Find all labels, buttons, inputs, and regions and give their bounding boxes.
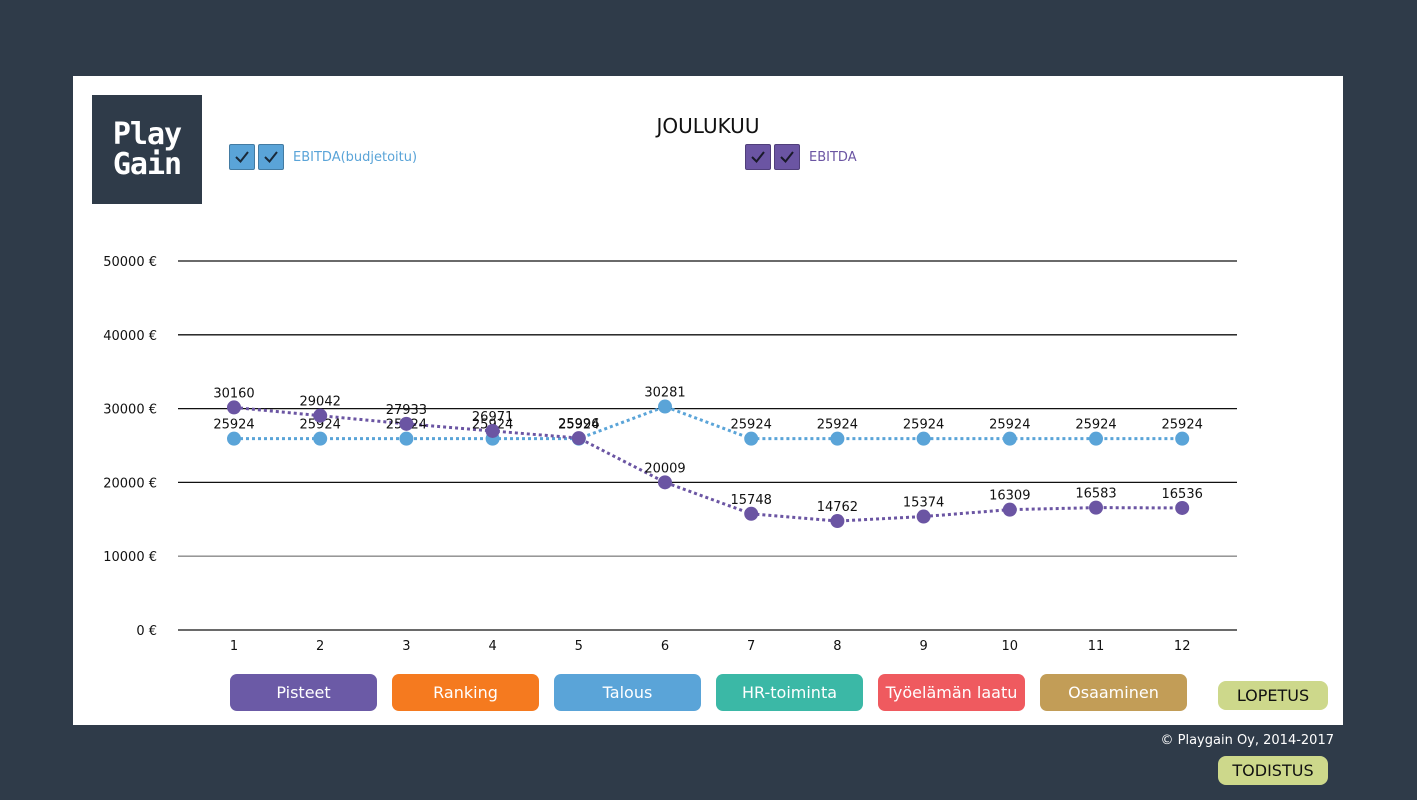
x-tick-label: 6 — [661, 639, 669, 654]
data-label: 15748 — [731, 493, 772, 508]
data-label: 25924 — [1075, 418, 1116, 433]
data-point — [658, 399, 672, 414]
data-label: 16583 — [1075, 487, 1116, 502]
data-label: 16536 — [1162, 487, 1203, 502]
legend-label-ebitda: EBITDA — [809, 149, 857, 165]
data-label: 30281 — [644, 386, 685, 401]
data-label: 25924 — [558, 418, 599, 433]
data-label: 15374 — [903, 496, 944, 511]
playgain-logo: Play Gain — [92, 95, 202, 204]
data-label: 25924 — [989, 418, 1030, 433]
data-point — [571, 431, 586, 446]
check-icon[interactable] — [229, 144, 255, 170]
copyright-text: © Playgain Oy, 2014-2017 — [1160, 733, 1335, 748]
data-point — [227, 400, 241, 415]
data-point — [916, 431, 931, 446]
data-label: 26971 — [472, 410, 513, 425]
check-icon[interactable] — [258, 144, 284, 170]
y-tick-label: 40000 € — [103, 329, 157, 344]
nav-button-hr-toiminta[interactable]: HR-toiminta — [716, 674, 863, 711]
data-point — [830, 514, 845, 529]
y-tick-label: 0 € — [136, 624, 157, 639]
y-tick-label: 30000 € — [103, 403, 157, 418]
x-tick-label: 7 — [747, 639, 755, 654]
nav-button-tyoelaman-laatu[interactable]: Työelämän laatu — [878, 674, 1025, 711]
series-line — [233, 405, 1183, 523]
series-line — [234, 404, 1183, 441]
data-point — [485, 423, 500, 438]
logo-line-1: Play — [112, 116, 182, 152]
y-tick-label: 50000 € — [103, 255, 157, 270]
nav-button-talous[interactable]: Talous — [554, 674, 701, 711]
check-icon[interactable] — [774, 144, 800, 170]
data-point — [1089, 500, 1103, 515]
x-tick-label: 1 — [230, 639, 238, 654]
x-tick-label: 11 — [1088, 639, 1105, 654]
data-label: 30160 — [213, 386, 254, 401]
data-label: 29042 — [300, 395, 341, 410]
data-point — [313, 408, 328, 423]
lopetus-button[interactable]: LOPETUS — [1218, 681, 1328, 710]
data-label: 25924 — [213, 418, 254, 433]
data-point — [1175, 431, 1190, 446]
data-label: 14762 — [817, 500, 858, 515]
nav-button-osaaminen[interactable]: Osaaminen — [1040, 674, 1187, 711]
x-tick-label: 10 — [1002, 639, 1019, 654]
data-point — [916, 509, 931, 524]
data-label: 20009 — [644, 461, 685, 476]
legend-budget[interactable]: EBITDA(budjetoitu) — [229, 144, 417, 170]
chart-title: JOULUKUU — [656, 114, 760, 138]
data-point — [227, 431, 241, 446]
data-label: 25996 — [558, 417, 599, 432]
x-tick-label: 3 — [402, 639, 410, 654]
data-point — [744, 506, 759, 521]
data-label: 25924 — [731, 418, 772, 433]
data-point — [830, 431, 845, 446]
x-tick-label: 8 — [833, 639, 841, 654]
data-point — [313, 431, 328, 446]
check-icon[interactable] — [745, 144, 771, 170]
x-tick-label: 2 — [316, 639, 324, 654]
data-label: 25924 — [903, 418, 944, 433]
legend-label-budget: EBITDA(budjetoitu) — [293, 149, 418, 165]
data-label: 16309 — [989, 489, 1030, 504]
data-label: 27933 — [386, 403, 427, 418]
legend-ebitda[interactable]: EBITDA — [745, 144, 857, 170]
data-point — [1002, 431, 1017, 446]
nav-button-pisteet[interactable]: Pisteet — [230, 674, 377, 711]
data-point — [658, 475, 672, 490]
x-tick-label: 4 — [488, 639, 496, 654]
y-tick-label: 20000 € — [103, 476, 157, 491]
data-point — [399, 431, 414, 446]
x-tick-label: 5 — [575, 639, 583, 654]
data-label: 25924 — [1162, 418, 1203, 433]
logo-line-2: Gain — [112, 146, 182, 182]
data-point — [1175, 500, 1190, 515]
data-label: 25924 — [817, 418, 858, 433]
data-point — [399, 416, 414, 431]
data-label: 25924 — [300, 418, 341, 433]
data-point — [1089, 431, 1103, 446]
y-tick-label: 10000 € — [103, 550, 157, 565]
data-point — [744, 431, 759, 446]
nav-button-ranking[interactable]: Ranking — [392, 674, 539, 711]
x-tick-label: 12 — [1174, 639, 1191, 654]
todistus-button[interactable]: TODISTUS — [1218, 756, 1328, 785]
x-tick-label: 9 — [919, 639, 927, 654]
data-point — [1002, 502, 1017, 517]
main-panel — [73, 76, 1343, 725]
